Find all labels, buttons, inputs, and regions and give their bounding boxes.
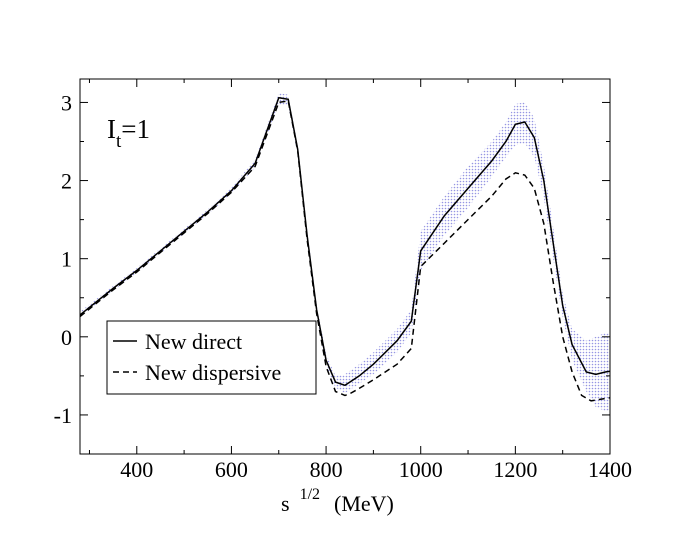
x-axis-ticks: 400 600 800 1000 1200 1400 <box>88 79 632 482</box>
y-tick-label: 2 <box>61 169 72 194</box>
series-lines <box>80 96 610 402</box>
plot-frame <box>79 78 611 455</box>
y-tick-label: 1 <box>61 247 72 272</box>
annotation-suffix: =1 <box>121 114 150 144</box>
x-tick-label: 400 <box>120 457 153 482</box>
y-axis-ticks: -1 0 1 2 3 <box>54 90 610 455</box>
x-tick-label: 1400 <box>588 457 632 482</box>
legend-box <box>106 320 317 395</box>
legend-label-direct: New direct <box>145 329 242 354</box>
x-tick-label: 800 <box>310 457 343 482</box>
legend-label-dispersive: New dispersive <box>145 360 281 385</box>
annotation-subscript: t <box>116 131 122 152</box>
x-axis-label-superscript: 1/2 <box>300 486 320 503</box>
annotation-label: It=1 <box>107 114 150 152</box>
x-tick-label: 1000 <box>399 457 443 482</box>
series-line-new-direct <box>80 96 610 387</box>
legend: New direct New dispersive <box>106 320 317 395</box>
x-axis-label: s 1/2 (MeV) <box>281 486 394 516</box>
y-tick-label: 3 <box>61 90 72 115</box>
x-tick-label: 1200 <box>493 457 537 482</box>
y-tick-label: -1 <box>54 403 72 428</box>
x-axis-label-main: s <box>281 491 290 516</box>
x-tick-label: 600 <box>215 457 248 482</box>
error-band-new-direct <box>80 93 610 411</box>
series-line-new-dispersive <box>80 100 610 402</box>
annotation-main: I <box>107 114 116 144</box>
error-bands <box>80 93 610 411</box>
x-axis-label-units: (MeV) <box>334 491 394 516</box>
y-tick-label: 0 <box>61 325 72 350</box>
